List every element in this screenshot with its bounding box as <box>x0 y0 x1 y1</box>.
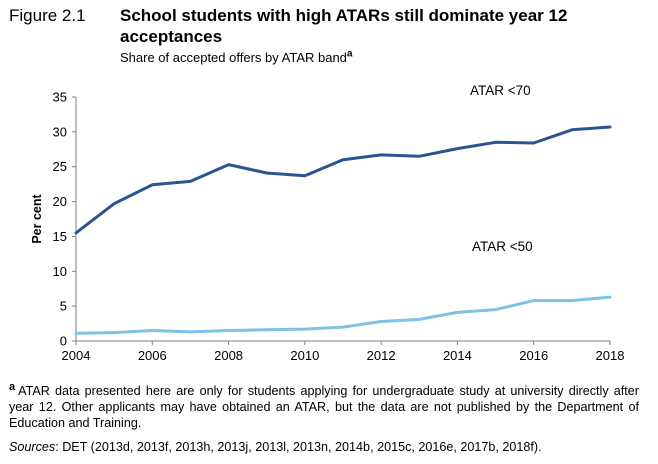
x-tick-label: 2014 <box>443 348 472 363</box>
figure-title: School students with high ATARs still do… <box>120 6 568 46</box>
y-tick-label: 35 <box>53 90 67 105</box>
y-tick-label: 30 <box>53 124 67 139</box>
chart-series <box>74 125 612 335</box>
series-label: ATAR <70 <box>470 83 531 98</box>
x-tick-label: 2004 <box>62 348 91 363</box>
y-tick-label: 20 <box>53 194 67 209</box>
x-tick-label: 2016 <box>519 348 548 363</box>
y-tick-label: 15 <box>53 229 67 244</box>
x-tick-label: 2018 <box>596 348 625 363</box>
line-chart: 0 5 10 15 20 25 30 35 2004 2006 2008 2010 2012 2014 20… <box>30 83 624 364</box>
chart-series-labels: ATAR <70 ATAR <50 <box>470 83 533 254</box>
sources-text: : DET (2013d, 2013f, 2013h, 2013j, 2013l… <box>55 440 542 454</box>
series-line-atar-70 <box>74 125 612 235</box>
y-axis-label: Per cent <box>30 194 44 244</box>
figure-subtitle: Share of accepted offers by ATAR banda <box>120 48 353 65</box>
x-tick-label: 2008 <box>214 348 243 363</box>
sources-label: Sources <box>9 440 56 454</box>
x-tick-label: 2006 <box>138 348 167 363</box>
sources-line: Sources: DET (2013d, 2013f, 2013h, 2013j… <box>9 440 649 454</box>
figure-label: Figure 2.1 <box>9 6 86 25</box>
y-tick-label: 10 <box>53 264 67 279</box>
subtitle-footnote-marker: a <box>346 48 353 60</box>
y-tick-label: 5 <box>60 299 67 314</box>
x-tick-label: 2010 <box>290 348 319 363</box>
y-tick-label: 25 <box>53 159 67 174</box>
subtitle-text: Share of accepted offers by ATAR band <box>120 50 347 65</box>
footnote-text: ATAR data presented here are only for st… <box>9 384 639 430</box>
y-tick-label: 0 <box>60 334 67 349</box>
footnote-marker: a <box>9 380 16 393</box>
series-line-atar-50 <box>74 295 612 335</box>
x-tick-label: 2012 <box>367 348 396 363</box>
chart-axes: 0 5 10 15 20 25 30 35 2004 2006 2008 2010 2012 2014 20… <box>30 90 624 364</box>
footnote: a ATAR data presented here are only for s… <box>9 380 639 431</box>
series-label: ATAR <50 <box>472 239 533 254</box>
